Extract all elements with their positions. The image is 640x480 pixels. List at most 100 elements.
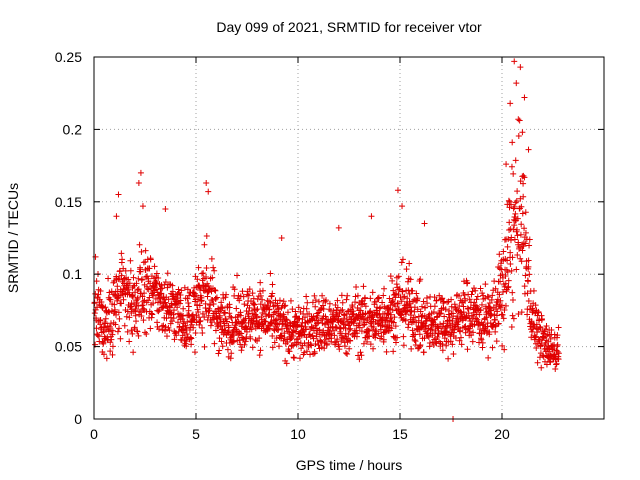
data-point-354: [170, 315, 177, 322]
data-point-1399: [405, 287, 412, 294]
y-axis-label: SRMTID / TECUs: [5, 183, 21, 293]
data-point-820: [275, 326, 282, 333]
data-point-1752: [484, 293, 491, 300]
data-point-747: [259, 296, 266, 303]
data-point-184: [132, 312, 139, 319]
data-point-183: [132, 306, 139, 313]
data-point-705: [249, 290, 256, 297]
data-point-2083: [203, 179, 210, 186]
data-point-1298: [382, 328, 389, 335]
data-point-929: [299, 327, 306, 334]
data-point-1391: [403, 266, 410, 273]
data-point-1921: [522, 272, 529, 279]
data-point-2030: [546, 358, 553, 365]
data-point-1721: [477, 285, 484, 292]
data-point-1334: [390, 319, 397, 326]
data-point-96: [113, 311, 120, 318]
data-point-896: [292, 308, 299, 315]
data-point-885: [290, 332, 297, 339]
data-point-605: [227, 313, 234, 320]
data-point-429: [187, 334, 194, 341]
data-point-395: [180, 312, 187, 319]
data-point-1346: [393, 307, 400, 314]
data-point-1872: [511, 213, 518, 220]
data-point-1841: [504, 243, 511, 250]
data-point-1757: [485, 294, 492, 301]
data-point-1862: [509, 289, 516, 296]
data-point-631: [232, 319, 239, 326]
data-point-1643: [460, 316, 467, 323]
data-point-542: [212, 327, 219, 334]
data-point-2090: [113, 213, 120, 220]
data-point-529: [210, 264, 217, 271]
data-point-1267: [375, 330, 382, 337]
data-point-245: [146, 294, 153, 301]
data-point-466: [196, 314, 203, 321]
data-point-741: [257, 301, 264, 308]
data-point-1869: [510, 315, 517, 322]
data-point-489: [201, 314, 208, 321]
data-point-847: [281, 303, 288, 310]
data-point-2073: [513, 80, 520, 87]
data-point-206: [137, 268, 144, 275]
data-point-43: [100, 351, 107, 358]
data-point-1132: [345, 331, 352, 338]
data-point-984: [312, 303, 319, 310]
data-point-1883: [513, 226, 520, 233]
data-point-355: [170, 307, 177, 314]
data-point-135: [121, 322, 128, 329]
data-point-531: [210, 301, 217, 308]
data-point-1483: [424, 300, 431, 307]
data-point-977: [310, 313, 317, 320]
data-point-1279: [378, 333, 385, 340]
data-point-191: [134, 296, 141, 303]
data-point-2089: [399, 203, 406, 210]
data-point-1985: [536, 323, 543, 330]
data-point-396: [180, 305, 187, 312]
data-point-20: [95, 333, 102, 340]
data-point-1896: [516, 205, 523, 212]
data-point-539: [212, 287, 219, 294]
data-point-1845: [505, 283, 512, 290]
data-point-1912: [520, 172, 527, 179]
data-point-2094: [278, 235, 285, 241]
data-point-1595: [449, 341, 456, 348]
data-point-1724: [478, 336, 485, 343]
data-point-1686: [469, 338, 476, 345]
data-point-1096: [337, 328, 344, 335]
data-point-276: [153, 286, 160, 293]
data-point-1839: [504, 257, 511, 264]
data-point-1878: [512, 157, 519, 164]
data-point-338: [167, 309, 174, 316]
data-point-105: [114, 328, 121, 335]
data-point-1668: [465, 310, 472, 317]
data-point-209: [138, 313, 145, 320]
data-point-302: [159, 285, 166, 292]
data-point-1908: [519, 247, 526, 254]
data-point-180: [131, 324, 138, 331]
data-point-346: [169, 318, 176, 325]
data-point-992: [313, 320, 320, 327]
data-point-55: [103, 355, 110, 362]
data-point-1454: [417, 308, 424, 315]
data-point-1762: [486, 299, 493, 306]
data-point-1886: [514, 232, 521, 239]
data-point-1966: [532, 302, 539, 309]
data-point-1398: [405, 324, 412, 331]
data-point-1887: [514, 215, 521, 222]
data-point-1495: [426, 339, 433, 346]
data-point-851: [282, 302, 289, 309]
data-point-1900: [517, 244, 524, 251]
data-point-109: [115, 309, 122, 316]
data-point-331: [165, 296, 172, 303]
data-point-214: [139, 293, 146, 300]
data-point-158: [126, 280, 133, 287]
data-point-72: [107, 296, 114, 303]
data-point-1544: [437, 310, 444, 317]
data-point-172: [130, 293, 137, 300]
data-point-345: [168, 302, 175, 309]
data-point-1315: [386, 295, 393, 302]
data-point-1453: [417, 341, 424, 348]
data-point-1708: [474, 293, 481, 300]
